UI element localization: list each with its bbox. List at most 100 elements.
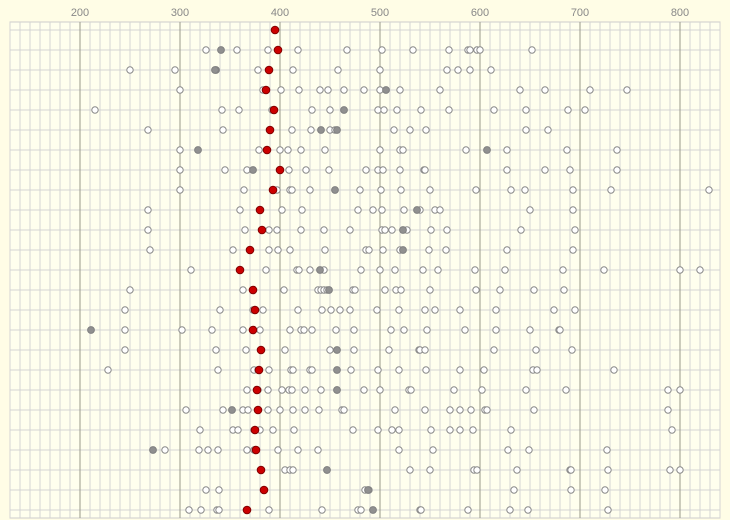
- open-point: [469, 426, 477, 434]
- open-point: [346, 226, 354, 234]
- open-point: [379, 166, 387, 174]
- open-point: [340, 406, 348, 414]
- open-point: [265, 226, 273, 234]
- gray-point: [333, 366, 341, 374]
- open-point: [376, 146, 384, 154]
- open-point: [528, 46, 536, 54]
- open-point: [284, 146, 292, 154]
- open-point: [290, 426, 298, 434]
- open-point: [571, 226, 579, 234]
- open-point: [472, 186, 480, 194]
- open-point: [446, 426, 454, 434]
- open-point: [506, 506, 514, 514]
- open-point: [668, 426, 676, 434]
- open-point: [613, 146, 621, 154]
- red-point: [268, 185, 278, 195]
- gray-point: [369, 506, 377, 514]
- open-point: [400, 326, 408, 334]
- open-point: [567, 486, 575, 494]
- open-point: [306, 186, 314, 194]
- open-point: [289, 466, 297, 474]
- open-point: [380, 106, 388, 114]
- open-point: [396, 166, 404, 174]
- open-point: [421, 346, 429, 354]
- open-point: [234, 426, 242, 434]
- open-point: [276, 146, 284, 154]
- open-point: [623, 86, 631, 94]
- open-point: [676, 266, 684, 274]
- open-point: [560, 286, 568, 294]
- open-point: [566, 166, 574, 174]
- gray-point: [211, 66, 219, 74]
- open-point: [318, 306, 326, 314]
- open-point: [346, 306, 354, 314]
- red-point: [250, 425, 260, 435]
- open-point: [376, 266, 384, 274]
- open-point: [556, 326, 564, 334]
- red-point: [261, 85, 271, 95]
- open-point: [360, 86, 368, 94]
- open-point: [326, 346, 334, 354]
- open-point: [569, 246, 577, 254]
- gray-point: [364, 486, 372, 494]
- open-point: [461, 326, 469, 334]
- open-point: [277, 86, 285, 94]
- open-point: [456, 406, 464, 414]
- open-point: [243, 446, 251, 454]
- open-point: [391, 406, 399, 414]
- open-point: [202, 46, 210, 54]
- open-point: [381, 286, 389, 294]
- open-point: [289, 66, 297, 74]
- open-point: [492, 306, 500, 314]
- open-point: [490, 346, 498, 354]
- open-point: [472, 286, 480, 294]
- open-point: [568, 346, 576, 354]
- open-point: [406, 126, 414, 134]
- red-point: [273, 45, 283, 55]
- open-point: [490, 106, 498, 114]
- open-point: [666, 466, 674, 474]
- open-point: [286, 246, 294, 254]
- open-point: [144, 206, 152, 214]
- open-point: [522, 106, 530, 114]
- open-point: [302, 166, 310, 174]
- open-point: [530, 406, 538, 414]
- gray-point: [333, 386, 341, 394]
- open-point: [185, 506, 193, 514]
- open-point: [336, 306, 344, 314]
- open-point: [395, 426, 403, 434]
- open-point: [419, 266, 427, 274]
- open-point: [604, 466, 612, 474]
- open-point: [492, 326, 500, 334]
- open-point: [278, 386, 286, 394]
- open-point: [314, 446, 322, 454]
- open-point: [161, 446, 169, 454]
- open-point: [278, 206, 286, 214]
- open-point: [581, 106, 589, 114]
- open-point: [171, 66, 179, 74]
- open-point: [340, 86, 348, 94]
- open-point: [308, 366, 316, 374]
- gray-point: [249, 166, 257, 174]
- red-point: [248, 285, 258, 295]
- open-point: [325, 166, 333, 174]
- open-point: [462, 146, 470, 154]
- open-point: [317, 386, 325, 394]
- open-point: [374, 426, 382, 434]
- gray-point: [333, 346, 341, 354]
- open-point: [265, 506, 273, 514]
- open-point: [445, 46, 453, 54]
- open-point: [176, 146, 184, 154]
- open-point: [286, 326, 294, 334]
- open-point: [273, 226, 281, 234]
- open-point: [144, 226, 152, 234]
- open-point: [503, 166, 511, 174]
- red-point: [256, 345, 266, 355]
- open-point: [307, 126, 315, 134]
- open-point: [215, 506, 223, 514]
- open-point: [397, 286, 405, 294]
- open-point: [298, 206, 306, 214]
- open-point: [426, 466, 434, 474]
- open-point: [221, 166, 229, 174]
- red-point: [257, 225, 267, 235]
